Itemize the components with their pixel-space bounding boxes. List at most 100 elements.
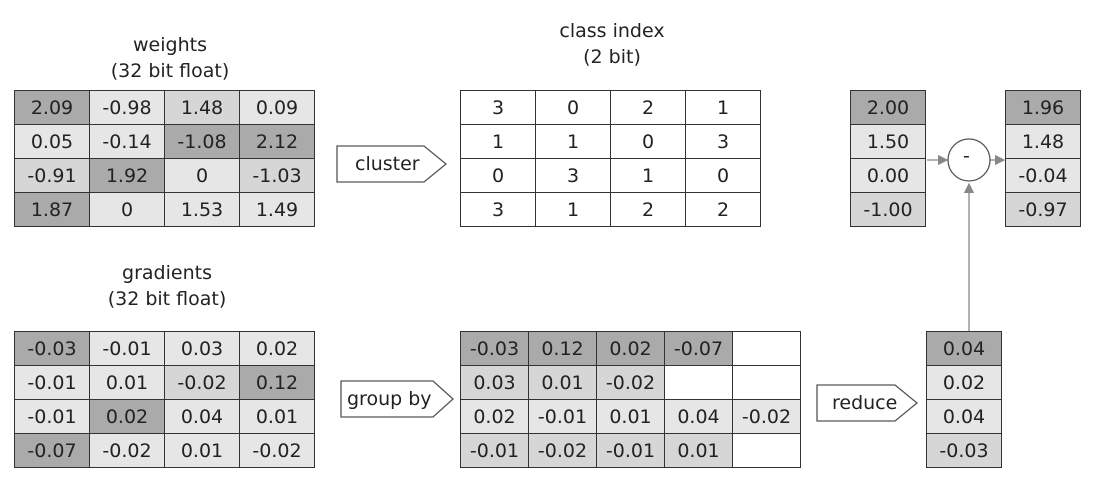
gradients-row: -0.01 0.01 -0.02 0.12 (14, 365, 315, 400)
reduced-gradient-cell: 0.04 (926, 399, 1002, 434)
class-index-cell: 1 (535, 192, 611, 227)
subtract-operator-label: - (963, 145, 970, 167)
updated-centroid-cell: -0.97 (1005, 192, 1081, 227)
updated-centroid-row: -0.97 (1005, 192, 1081, 227)
reduced-gradient-row: -0.03 (926, 433, 1002, 468)
weights-cell: 0.05 (14, 124, 90, 159)
centroid-cell: 0.00 (850, 158, 926, 193)
class-index-cell: 1 (685, 90, 761, 125)
gradients-row: -0.07 -0.02 0.01 -0.02 (14, 433, 315, 468)
weights-cell: 1.49 (239, 192, 315, 227)
weights-cell: -1.08 (164, 124, 240, 159)
centroid-cell: 1.50 (850, 124, 926, 159)
class-index-cell: 1 (535, 124, 611, 159)
weights-cell: -1.03 (239, 158, 315, 193)
grouped-gradients-cell: 0.02 (460, 399, 529, 434)
grouped-gradients-matrix: -0.03 0.12 0.02 -0.07 0.03 0.01 -0.02 0.02 -0.01… (460, 331, 801, 468)
gradients-cell: -0.02 (164, 365, 240, 400)
reduce-label: reduce (832, 392, 898, 414)
group-by-arrow-shape (340, 380, 454, 418)
class-index-title-line1: class index (559, 20, 665, 42)
centroid-row: 1.50 (850, 124, 926, 159)
centroid-row: 0.00 (850, 158, 926, 193)
gradients-cell: -0.02 (89, 433, 165, 468)
grouped-gradients-cell: -0.02 (528, 433, 597, 468)
grouped-gradients-cell: 0.01 (596, 399, 665, 434)
class-index-title-line2: (2 bit) (583, 46, 641, 68)
grouped-gradients-cell (732, 365, 801, 400)
gradients-cell: 0.12 (239, 365, 315, 400)
weights-cell: 0 (164, 158, 240, 193)
gradients-cell: -0.02 (239, 433, 315, 468)
updated-centroids-column: 1.96 1.48 -0.04 -0.97 (1005, 90, 1081, 227)
updated-centroid-row: 1.48 (1005, 124, 1081, 159)
reduce-arrow-shape (816, 384, 919, 422)
class-index-cell: 3 (535, 158, 611, 193)
weights-cell: 1.48 (164, 90, 240, 125)
subtract-node-circle (947, 138, 991, 182)
reduced-gradient-row: 0.02 (926, 365, 1002, 400)
grouped-gradients-cell: 0.12 (528, 331, 597, 366)
gradients-cell: 0.01 (239, 399, 315, 434)
grouped-gradients-row: -0.01 -0.02 -0.01 0.01 (460, 433, 801, 468)
gradients-title-line1: gradients (122, 262, 212, 284)
grouped-gradients-cell (664, 365, 733, 400)
weights-cell: -0.91 (14, 158, 90, 193)
grouped-gradients-row: -0.03 0.12 0.02 -0.07 (460, 331, 801, 366)
class-index-cell: 0 (610, 124, 686, 159)
grouped-gradients-row: 0.03 0.01 -0.02 (460, 365, 801, 400)
gradients-title-line2: (32 bit float) (107, 288, 227, 310)
centroid-cell: -1.00 (850, 192, 926, 227)
grouped-gradients-cell (732, 331, 801, 366)
class-index-cell: 1 (460, 124, 536, 159)
reduced-gradient-row: 0.04 (926, 331, 1002, 366)
class-index-title: class index (2 bit) (512, 18, 712, 70)
grouped-gradients-row: 0.02 -0.01 0.01 0.04 -0.02 (460, 399, 801, 434)
cluster-arrow-shape (336, 145, 448, 183)
grouped-gradients-cell: -0.03 (460, 331, 529, 366)
gradients-cell: 0.01 (164, 433, 240, 468)
gradients-row: -0.01 0.02 0.04 0.01 (14, 399, 315, 434)
reduced-gradient-cell: 0.02 (926, 365, 1002, 400)
weights-row: 0.05 -0.14 -1.08 2.12 (14, 124, 315, 159)
gradients-cell: -0.07 (14, 433, 90, 468)
grouped-gradients-cell: -0.02 (732, 399, 801, 434)
centroid-cell: 2.00 (850, 90, 926, 125)
group-by-label: group by (347, 388, 432, 410)
updated-centroid-row: 1.96 (1005, 90, 1081, 125)
gradients-title: gradients (32 bit float) (67, 260, 267, 312)
weights-title: weights (32 bit float) (70, 32, 270, 84)
gradients-cell: -0.03 (14, 331, 90, 366)
grouped-gradients-cell: 0.03 (460, 365, 529, 400)
grouped-gradients-cell: 0.04 (664, 399, 733, 434)
reduced-gradient-cell: -0.03 (926, 433, 1002, 468)
weights-cell: 1.87 (14, 192, 90, 227)
weights-cell: -0.14 (89, 124, 165, 159)
class-index-cell: 3 (685, 124, 761, 159)
grouped-gradients-cell: -0.01 (528, 399, 597, 434)
weights-cell: 0 (89, 192, 165, 227)
updated-centroid-cell: 1.48 (1005, 124, 1081, 159)
weights-title-line1: weights (133, 34, 207, 56)
gradients-cell: 0.02 (239, 331, 315, 366)
gradients-row: -0.03 -0.01 0.03 0.02 (14, 331, 315, 366)
centroid-row: 2.00 (850, 90, 926, 125)
grouped-gradients-cell: -0.07 (664, 331, 733, 366)
class-index-cell: 2 (610, 192, 686, 227)
gradients-cell: 0.01 (89, 365, 165, 400)
reduced-gradients-column: 0.04 0.02 0.04 -0.03 (926, 331, 1002, 468)
reduced-gradient-cell: 0.04 (926, 331, 1002, 366)
class-index-cell: 3 (460, 90, 536, 125)
cluster-label: cluster (355, 153, 420, 175)
class-index-cell: 2 (685, 192, 761, 227)
class-index-cell: 0 (535, 90, 611, 125)
weights-title-line2: (32 bit float) (110, 60, 230, 82)
centroids-column: 2.00 1.50 0.00 -1.00 (850, 90, 926, 227)
gradients-matrix: -0.03 -0.01 0.03 0.02 -0.01 0.01 -0.02 0.12 -0.0… (14, 331, 315, 468)
class-index-cell: 3 (460, 192, 536, 227)
grouped-gradients-cell: 0.01 (528, 365, 597, 400)
